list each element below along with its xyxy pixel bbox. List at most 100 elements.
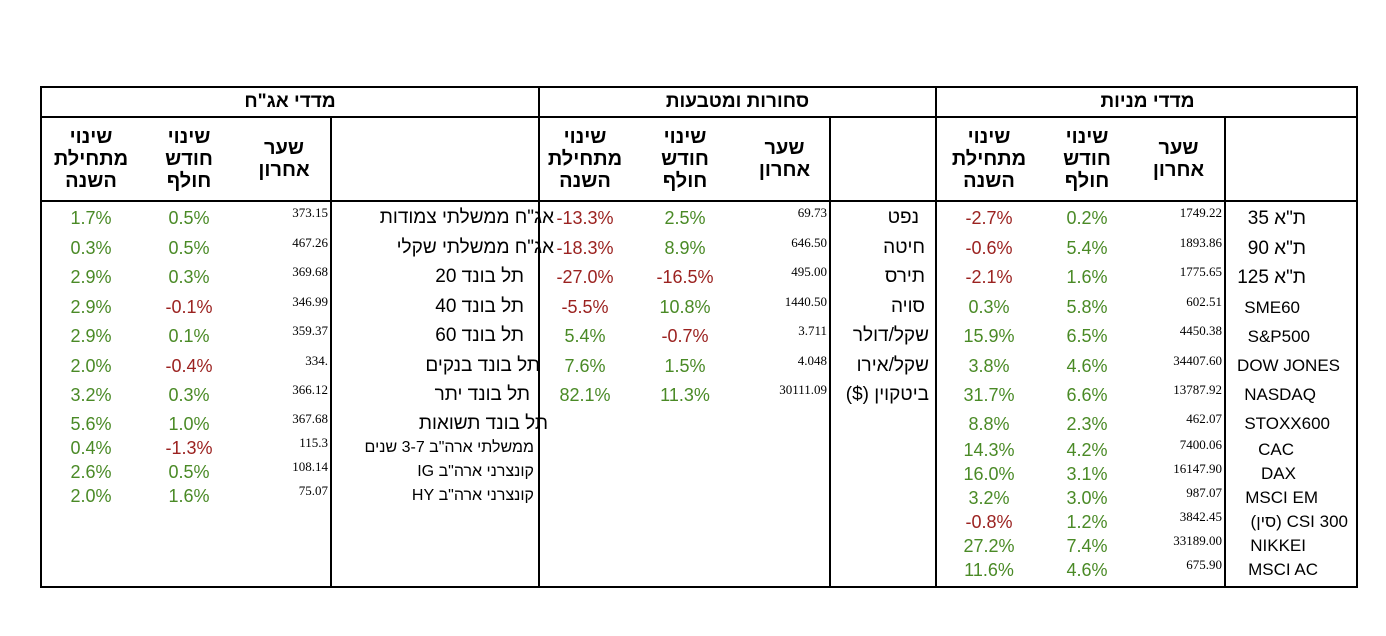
row-ytd: 2.0% <box>70 486 112 506</box>
row-last: 30111.09 <box>779 382 827 397</box>
equities-ytd-header: שינוי מתחילת השנה <box>951 126 1027 192</box>
column-divider <box>330 116 332 586</box>
row-last: 495.00 <box>791 264 827 279</box>
header-separator <box>42 200 1356 202</box>
row-ytd: 2.9% <box>70 297 112 317</box>
row-name: NIKKEI <box>1250 536 1306 555</box>
row-last: 16147.90 <box>1173 461 1222 476</box>
row-last: 334. <box>305 353 328 368</box>
row-month: 7.4% <box>1066 536 1108 556</box>
row-last: 4.048 <box>797 353 827 368</box>
row-ytd: 5.6% <box>70 414 112 434</box>
row-month: 4.6% <box>1066 560 1108 580</box>
row-month: -1.3% <box>165 438 213 458</box>
row-last: 367.68 <box>292 411 328 426</box>
row-name: תירס <box>884 266 925 287</box>
row-ytd: 2.9% <box>70 267 112 287</box>
row-last: 108.14 <box>292 459 328 474</box>
row-last: 602.51 <box>1186 294 1222 309</box>
row-name: אג"ח ממשלתי צמודות <box>379 207 554 228</box>
row-ytd: 0.3% <box>968 297 1010 317</box>
row-name: ממשלתי ארה"ב 3-7 שנים <box>364 439 534 456</box>
row-name: תל בונד 60 <box>435 325 524 346</box>
row-name: MSCI AC <box>1248 560 1318 579</box>
row-name: תל בונד בנקים <box>425 355 540 376</box>
row-last: 369.68 <box>292 264 328 279</box>
commodities-last-header: שער אחרון <box>758 137 811 181</box>
row-month: 2.5% <box>664 208 706 228</box>
bonds-month-header: שינוי חודש חולף <box>165 126 213 192</box>
row-ytd: 31.7% <box>963 385 1015 405</box>
row-month: 5.4% <box>1066 238 1108 258</box>
row-name: CAC <box>1258 440 1294 459</box>
row-ytd: 2.6% <box>70 462 112 482</box>
equities-title: מדדי מניות <box>1100 91 1195 112</box>
row-month: 10.8% <box>659 297 711 317</box>
row-last: 7400.06 <box>1179 437 1222 452</box>
row-ytd: -27.0% <box>556 267 614 287</box>
row-month: 0.5% <box>168 208 210 228</box>
row-name: סויה <box>891 296 925 317</box>
row-month: 2.3% <box>1066 414 1108 434</box>
row-ytd: 5.4% <box>564 326 606 346</box>
row-name: אג"ח ממשלתי שקלי <box>396 237 554 258</box>
row-ytd: -2.1% <box>965 267 1013 287</box>
row-name: S&P500 <box>1247 327 1310 346</box>
row-ytd: 15.9% <box>963 326 1015 346</box>
column-divider <box>1224 116 1226 586</box>
row-name: תל בונד 40 <box>435 296 524 317</box>
row-month: 1.6% <box>168 486 210 506</box>
bonds-ytd-header: שינוי מתחילת השנה <box>53 126 129 192</box>
row-month: 5.8% <box>1066 297 1108 317</box>
row-last: 1749.22 <box>1179 205 1222 220</box>
row-last: 467.26 <box>292 235 328 250</box>
row-month: 0.1% <box>168 326 210 346</box>
row-ytd: 16.0% <box>963 464 1015 484</box>
row-last: 462.07 <box>1186 411 1222 426</box>
row-name: שקל/דולר <box>852 325 929 346</box>
row-month: 6.5% <box>1066 326 1108 346</box>
row-ytd: -5.5% <box>561 297 609 317</box>
market-indices-table: מדדי אג"ח סחורות ומטבעות מדדי מניות שינו… <box>40 86 1358 588</box>
row-month: 0.3% <box>168 385 210 405</box>
row-last: 34407.60 <box>1173 353 1222 368</box>
section-divider <box>935 88 937 586</box>
row-name: DAX <box>1261 464 1296 483</box>
row-name: חיטה <box>883 237 925 258</box>
row-last: 115.3 <box>299 435 328 450</box>
row-last: 646.50 <box>791 235 827 250</box>
row-name: MSCI EM <box>1245 488 1318 507</box>
row-month: 4.6% <box>1066 356 1108 376</box>
commodities-title: סחורות ומטבעות <box>665 91 810 112</box>
row-name: תל בונד 20 <box>435 266 524 287</box>
row-month: -0.4% <box>165 356 213 376</box>
row-last: 675.90 <box>1186 557 1222 572</box>
row-month: 3.1% <box>1066 464 1108 484</box>
row-name: שקל/אירו <box>856 355 929 376</box>
row-month: 0.5% <box>168 238 210 258</box>
section-divider <box>538 88 540 586</box>
row-last: 1893.86 <box>1179 235 1222 250</box>
row-ytd: 0.3% <box>70 238 112 258</box>
row-month: 0.5% <box>168 462 210 482</box>
row-last: 359.37 <box>292 323 328 338</box>
row-name: DOW JONES <box>1237 356 1340 375</box>
row-ytd: 2.0% <box>70 356 112 376</box>
row-month: 1.6% <box>1066 267 1108 287</box>
row-name: CSI 300 (סין) <box>1250 512 1348 531</box>
row-name: ת"א 90 <box>1247 238 1306 259</box>
row-month: 0.2% <box>1066 208 1108 228</box>
row-ytd: 14.3% <box>963 440 1015 460</box>
row-name: קונצרני ארה"ב HY <box>411 487 534 504</box>
row-ytd: 3.8% <box>968 356 1010 376</box>
row-ytd: 7.6% <box>564 356 606 376</box>
row-ytd: -0.6% <box>965 238 1013 258</box>
row-name: ת"א 35 <box>1247 208 1306 229</box>
row-month: 1.5% <box>664 356 706 376</box>
row-name: תל בונד תשואות <box>418 413 548 434</box>
row-last: 69.73 <box>797 205 827 220</box>
row-month: 11.3% <box>660 385 710 405</box>
row-ytd: -0.8% <box>965 512 1013 532</box>
row-last: 1440.50 <box>784 294 827 309</box>
row-month: -0.7% <box>661 326 709 346</box>
